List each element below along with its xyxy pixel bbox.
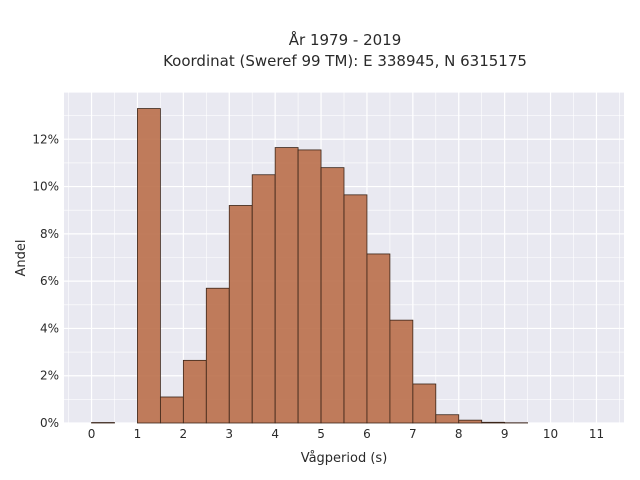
x-tick-label: 2 [180, 427, 188, 441]
x-tick-label: 6 [363, 427, 371, 441]
histogram-bar [412, 383, 437, 424]
x-tick-labels: 0 1 2 3 4 5 6 7 8 9 10 11 [88, 427, 604, 441]
x-tick-label: 1 [134, 427, 142, 441]
histogram-bar [182, 359, 207, 424]
histogram-bar [366, 253, 391, 424]
histogram-bar [481, 421, 506, 424]
y-tick-label: 6% [40, 274, 59, 288]
x-tick-label: 9 [501, 427, 509, 441]
histogram-bar [137, 108, 161, 424]
y-axis-label: Andel [14, 240, 29, 277]
histogram-bar [228, 205, 253, 424]
chart-title-line1: År 1979 - 2019 [289, 30, 402, 49]
histogram-bar [251, 174, 276, 424]
x-axis-label: Vågperiod (s) [301, 451, 388, 466]
y-tick-label: 8% [40, 227, 59, 241]
y-tick-label: 0% [40, 416, 59, 430]
x-tick-label: 11 [589, 427, 604, 441]
histogram-bar [205, 287, 230, 424]
histogram-bar [159, 396, 184, 424]
y-tick-label: 2% [40, 369, 59, 383]
histogram-bar [320, 167, 345, 424]
y-tick-label: 10% [32, 180, 59, 194]
x-tick-label: 3 [225, 427, 233, 441]
chart-title-line2: Koordinat (Sweref 99 TM): E 338945, N 63… [163, 52, 527, 70]
histogram-bar [389, 319, 414, 424]
histogram-bar [297, 149, 322, 424]
histogram-bar [458, 419, 483, 424]
x-tick-label: 0 [88, 427, 96, 441]
x-tick-label: 10 [543, 427, 558, 441]
histogram-bar [435, 414, 460, 424]
histogram-bar [274, 147, 299, 424]
histogram-bar [343, 194, 368, 424]
x-tick-label: 7 [409, 427, 417, 441]
x-tick-label: 8 [455, 427, 463, 441]
y-tick-label: 12% [32, 132, 59, 146]
x-tick-label: 5 [317, 427, 325, 441]
y-tick-labels: 0% 2% 4% 6% 8% 10% 12% [32, 132, 59, 430]
x-tick-label: 4 [271, 427, 279, 441]
bars [91, 108, 529, 424]
y-tick-label: 4% [40, 321, 59, 335]
